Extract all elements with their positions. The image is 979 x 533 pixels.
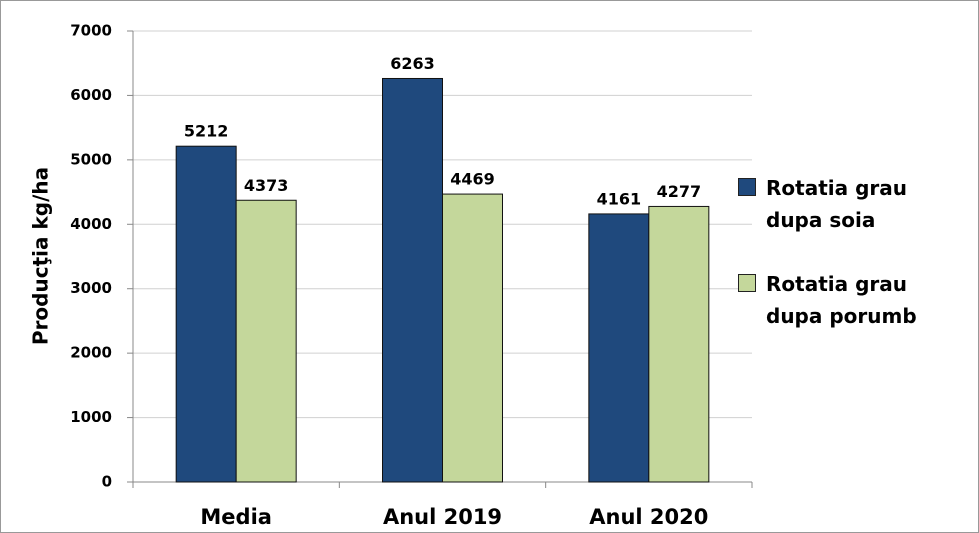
bar xyxy=(235,199,297,483)
legend-entry: Rotatia grau dupa porumb xyxy=(738,268,973,332)
y-tick-label: 1000 xyxy=(70,408,112,426)
legend-swatch xyxy=(738,274,756,292)
value-label: 4469 xyxy=(450,170,495,189)
y-axis-label: Producţia kg/ha xyxy=(29,167,53,345)
bar xyxy=(442,193,503,483)
bar xyxy=(588,213,650,483)
x-tick-label: Anul 2020 xyxy=(589,505,708,529)
legend-label: Rotatia grau dupa porumb xyxy=(766,272,917,328)
y-tick-label: 4000 xyxy=(70,215,112,233)
y-tick-label: 5000 xyxy=(70,150,112,168)
bar xyxy=(648,205,710,483)
y-tick-label: 2000 xyxy=(70,344,112,362)
y-tick-label: 3000 xyxy=(70,279,112,297)
value-label: 5212 xyxy=(184,122,229,141)
legend-swatch xyxy=(738,178,756,196)
value-label: 4373 xyxy=(244,176,289,195)
value-label: 4277 xyxy=(657,182,702,201)
value-label: 6263 xyxy=(390,54,435,73)
x-tick-label: Anul 2019 xyxy=(383,505,502,529)
y-tick-label: 6000 xyxy=(70,86,112,104)
x-tick-label: Media xyxy=(200,505,272,529)
y-tick-label: 7000 xyxy=(70,22,112,40)
y-tick-label: 0 xyxy=(102,473,112,491)
legend-label: Rotatia grau dupa soia xyxy=(766,176,907,232)
value-label: 4161 xyxy=(597,189,642,208)
legend-entry: Rotatia grau dupa soia xyxy=(738,172,973,236)
bar xyxy=(382,77,443,483)
bar xyxy=(175,145,237,483)
